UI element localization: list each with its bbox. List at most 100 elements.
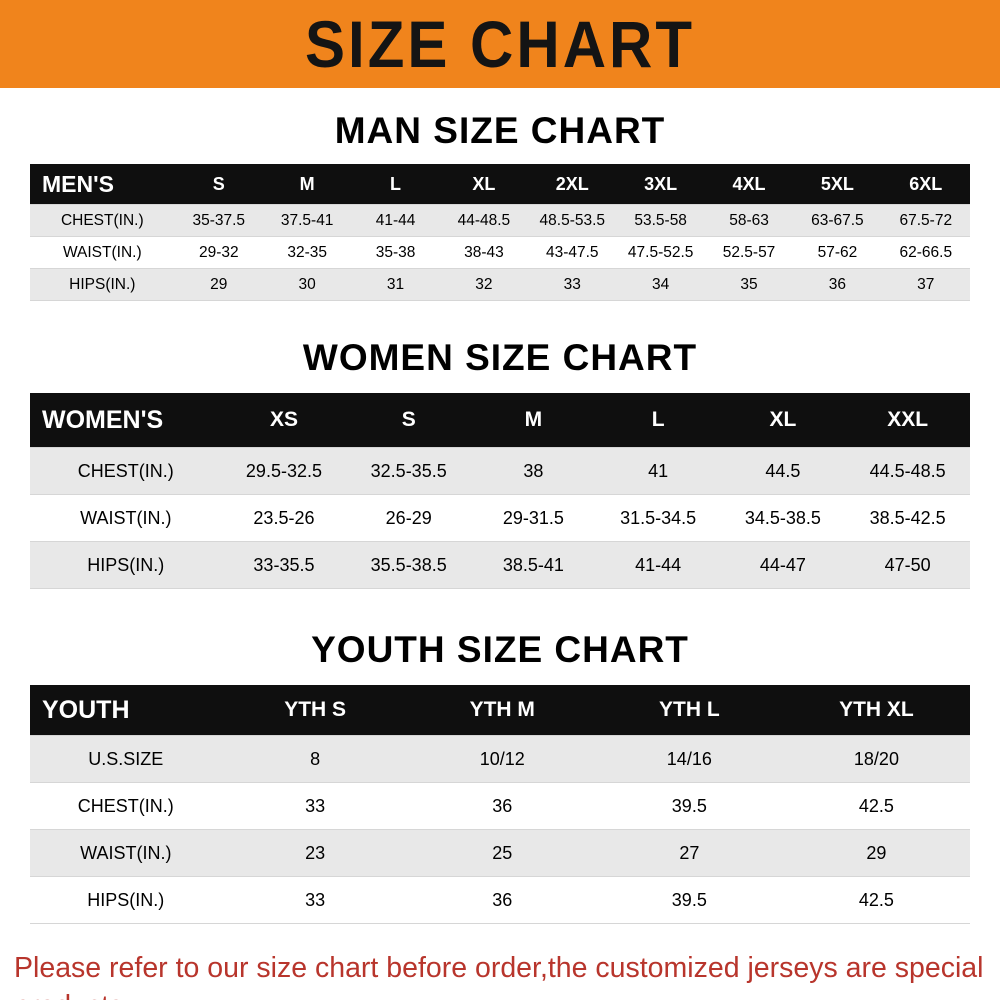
banner: SIZE CHART <box>0 0 1000 88</box>
size-value: 33 <box>305 889 326 910</box>
table-row: WAIST(IN.) 23 25 27 29 <box>30 829 970 877</box>
footer-line-1: Please refer to our size chart before or… <box>14 952 984 1000</box>
row-label: U.S.SIZE <box>88 748 164 769</box>
row-label: WAIST(IN.) <box>80 507 172 528</box>
size-value: 42.5 <box>858 795 894 816</box>
youth-section-heading: YOUTH SIZE CHART <box>311 629 689 670</box>
column-header-3xl: 3XL <box>616 164 705 205</box>
table-row: CHEST(IN.) 29.5-32.5 32.5-35.5 38 41 44.5 44.5… <box>30 447 970 495</box>
table-header-row: MEN'S S M L XL 2XL 3XL 4XL 5XL 6XL <box>30 164 970 205</box>
column-header-6xl: 6XL <box>881 164 970 205</box>
size-value: 25 <box>492 842 513 863</box>
column-header-yth-xl: YTH XL <box>782 685 970 736</box>
column-header-m: M <box>471 393 596 448</box>
size-value: 29 <box>210 275 228 293</box>
size-value: 8 <box>310 748 321 769</box>
row-label: CHEST(IN.) <box>77 460 174 481</box>
size-value: 47.5-52.5 <box>627 243 694 261</box>
size-value: 38.5-41 <box>502 554 564 575</box>
table-row: HIPS(IN.) 33-35.5 35.5-38.5 38.5-41 41-44 44-… <box>30 541 970 589</box>
size-value: 53.5-58 <box>634 211 687 229</box>
size-value: 41-44 <box>375 211 416 229</box>
size-value: 27 <box>679 842 700 863</box>
size-value: 34.5-38.5 <box>744 507 821 528</box>
size-value: 29.5-32.5 <box>245 460 322 481</box>
size-value: 41-44 <box>635 554 682 575</box>
table-row: U.S.SIZE 8 10/12 14/16 18/20 <box>30 735 970 783</box>
women-size-section: WOMEN SIZE CHART WOMEN'S XS S M L XL XXL CHEST(… <box>0 301 1000 589</box>
row-label: HIPS(IN.) <box>87 554 165 575</box>
row-label: WAIST(IN.) <box>62 243 142 261</box>
size-value: 41 <box>648 460 669 481</box>
size-value: 30 <box>298 275 316 293</box>
size-value: 35-37.5 <box>192 211 246 229</box>
size-value: 39.5 <box>671 795 707 816</box>
table-header-row: YOUTH YTH S YTH M YTH L YTH XL <box>30 685 970 736</box>
size-value: 37 <box>917 275 935 293</box>
column-header-xl: XL <box>720 393 846 448</box>
footer-note: Please refer to our size chart before or… <box>0 924 1000 1000</box>
row-label: WAIST(IN.) <box>80 842 172 863</box>
row-label: CHEST(IN.) <box>60 211 144 229</box>
column-header-2xl: 2XL <box>528 164 617 205</box>
mens-size-table: MEN'S S M L XL 2XL 3XL 4XL 5XL 6XL CHEST(IN.) 35-37… <box>30 164 970 301</box>
size-value: 35.5-38.5 <box>370 554 447 575</box>
table-row: WAIST(IN.) 29-32 32-35 35-38 38-43 43-47.5 47.… <box>30 236 970 269</box>
column-header-5xl: 5XL <box>793 164 882 205</box>
banner-title: SIZE CHART <box>305 7 695 81</box>
man-size-section: MAN SIZE CHART MEN'S S M L XL 2XL 3XL 4XL 5XL 6XL… <box>0 88 1000 301</box>
size-value: 23.5-26 <box>253 507 315 528</box>
row-label: HIPS(IN.) <box>87 889 165 910</box>
size-value: 44.5 <box>765 460 801 481</box>
column-header-4xl: 4XL <box>704 164 794 205</box>
size-value: 33 <box>305 795 326 816</box>
size-value: 57-62 <box>817 243 858 261</box>
size-value: 67.5-72 <box>899 211 953 229</box>
man-section-heading: MAN SIZE CHART <box>334 110 666 151</box>
table-header-row: WOMEN'S XS S M L XL XXL <box>30 393 970 448</box>
table-row: HIPS(IN.) 29 30 31 32 33 34 35 36 37 <box>30 268 970 301</box>
size-value: 29-32 <box>198 243 239 261</box>
size-value: 14/16 <box>666 748 712 769</box>
size-value: 44.5-48.5 <box>869 460 946 481</box>
size-value: 37.5-41 <box>280 211 334 229</box>
size-value: 18/20 <box>853 748 899 769</box>
table-title-cell: MEN'S <box>30 164 175 205</box>
table-title-cell: YOUTH <box>30 685 222 736</box>
size-value: 34 <box>652 275 670 293</box>
size-value: 35 <box>740 275 758 293</box>
table-row: CHEST(IN.) 35-37.5 37.5-41 41-44 44-48.5 48.5… <box>30 204 970 237</box>
row-label: HIPS(IN.) <box>69 275 136 293</box>
table-row: HIPS(IN.) 33 36 39.5 42.5 <box>30 876 970 924</box>
size-value: 33-35.5 <box>253 554 315 575</box>
table-title-cell: WOMEN'S <box>30 393 222 448</box>
size-value: 29 <box>866 842 887 863</box>
size-value: 43-47.5 <box>545 243 599 261</box>
size-value: 44-48.5 <box>457 211 511 229</box>
size-value: 29-31.5 <box>502 507 564 528</box>
size-value: 58-63 <box>729 211 769 229</box>
size-value: 32-35 <box>287 243 327 261</box>
size-value: 48.5-53.5 <box>539 211 606 229</box>
size-value: 31.5-34.5 <box>620 507 697 528</box>
column-header-m: M <box>262 164 352 205</box>
column-header-xxl: XXL <box>845 393 970 448</box>
column-header-s: S <box>346 393 472 448</box>
size-value: 36 <box>492 889 513 910</box>
size-value: 23 <box>305 842 326 863</box>
size-value: 38.5-42.5 <box>869 507 946 528</box>
size-value: 33 <box>563 275 581 293</box>
table-row: CHEST(IN.) 33 36 39.5 42.5 <box>30 782 970 830</box>
row-label: CHEST(IN.) <box>77 795 174 816</box>
size-value: 62-66.5 <box>899 243 953 261</box>
size-value: 32.5-35.5 <box>370 460 447 481</box>
size-value: 38 <box>523 460 544 481</box>
size-value: 63-67.5 <box>811 211 864 229</box>
size-value: 47-50 <box>884 554 931 575</box>
size-value: 36 <box>492 795 513 816</box>
size-value: 52.5-57 <box>722 243 776 261</box>
youth-size-table: YOUTH YTH S YTH M YTH L YTH XL U.S.SIZE 8 10/12… <box>30 685 970 924</box>
size-value: 42.5 <box>858 889 894 910</box>
column-header-l: L <box>595 393 721 448</box>
